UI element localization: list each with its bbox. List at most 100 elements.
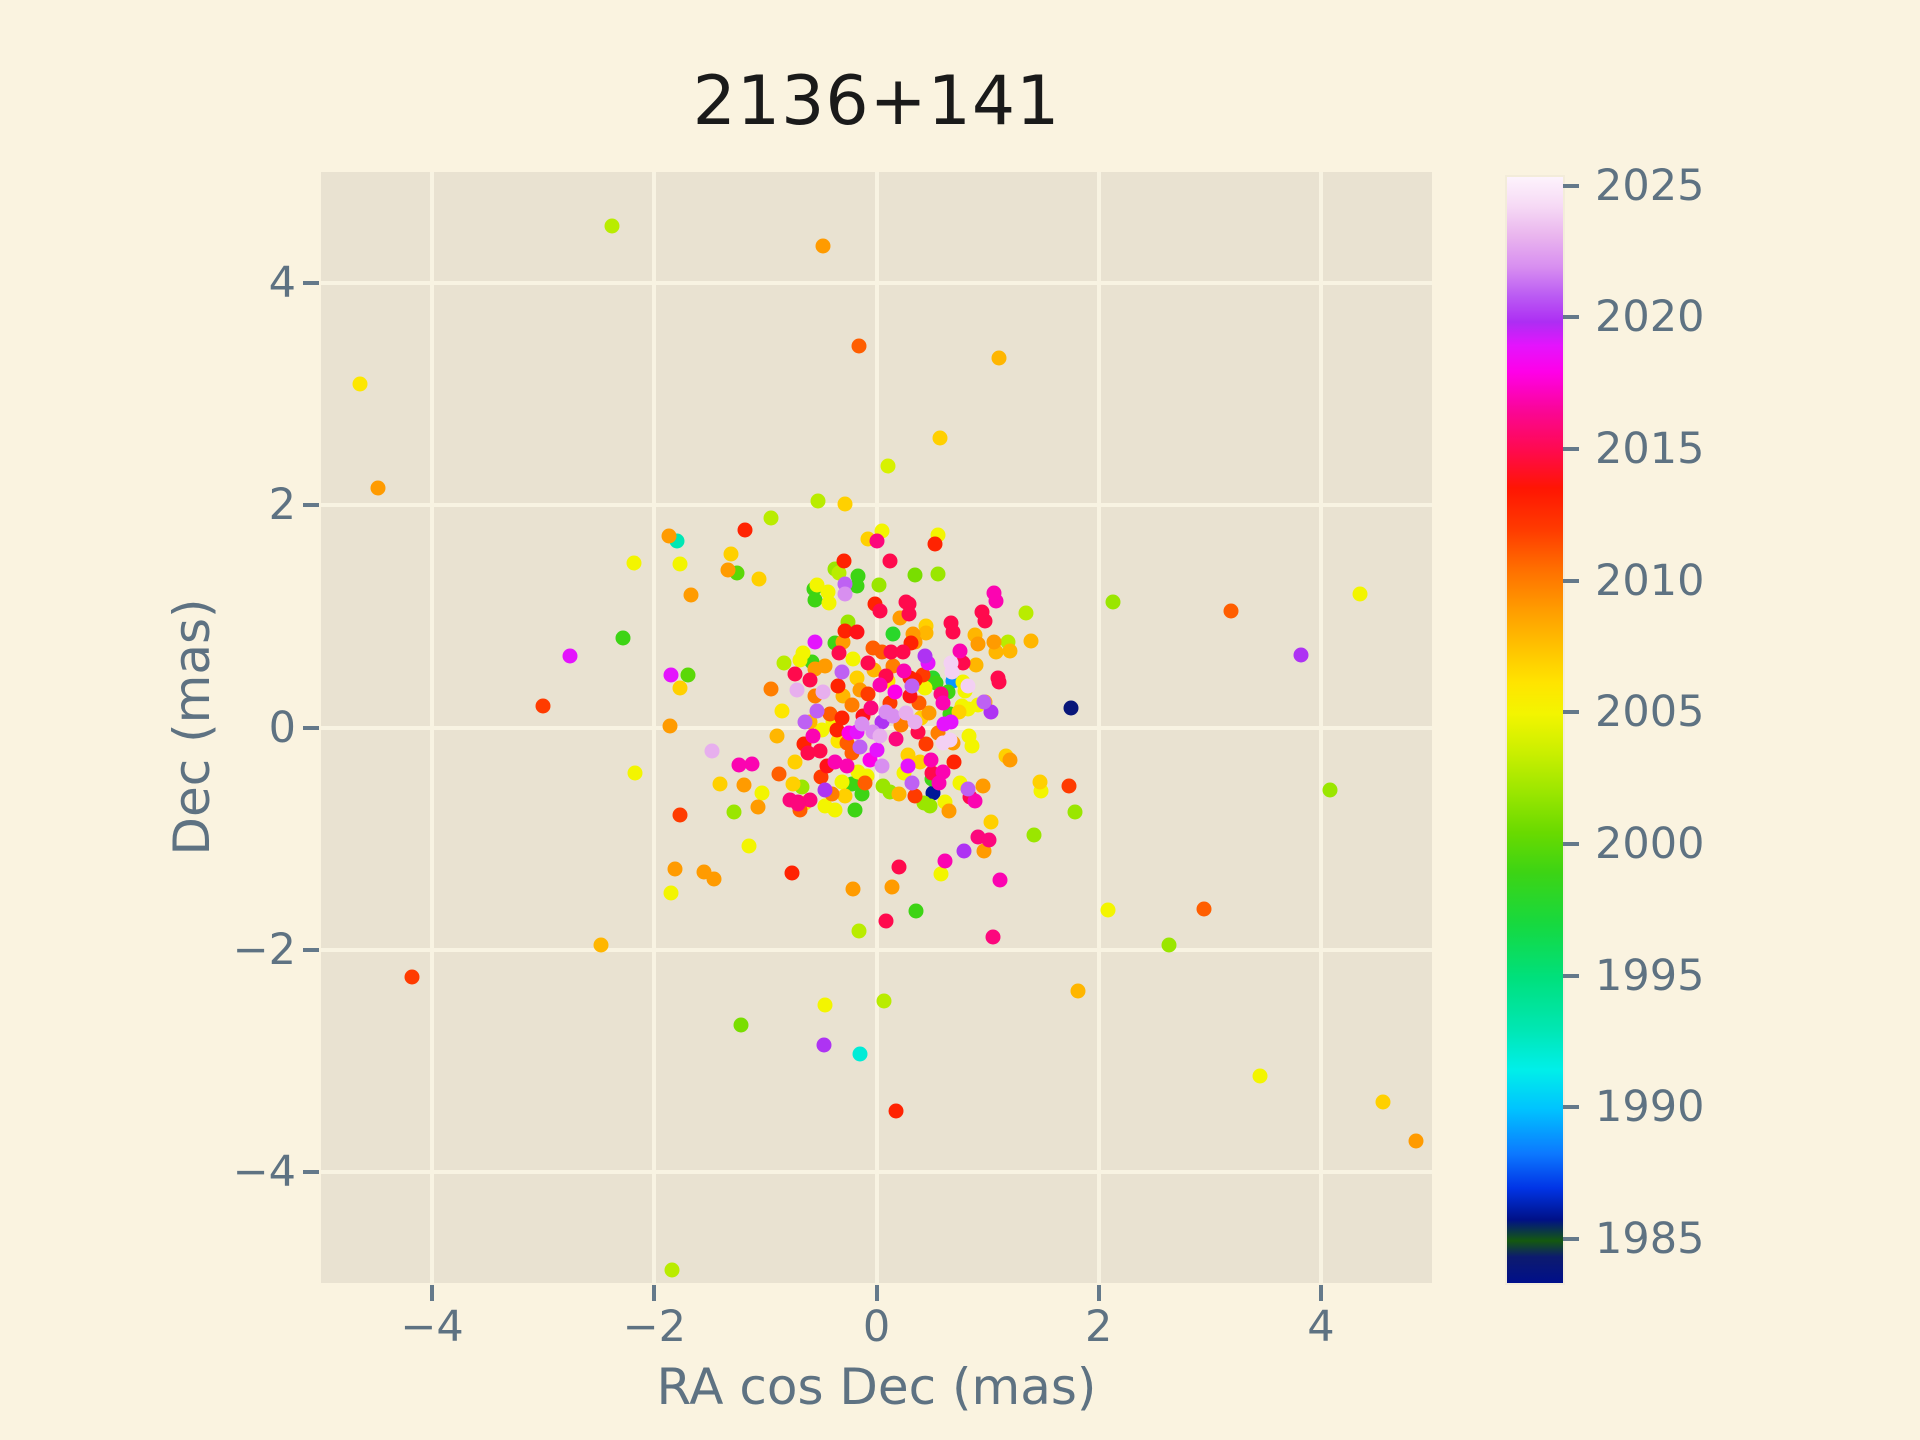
scatter-point	[720, 562, 736, 578]
scatter-point	[941, 803, 957, 819]
scatter-point	[917, 648, 933, 664]
scatter-point	[792, 652, 808, 668]
scatter-point	[885, 708, 901, 724]
y-axis-label: Dec (mas)	[163, 598, 221, 856]
scatter-point	[970, 636, 986, 652]
colorbar-tick	[1563, 710, 1579, 715]
scatter-point	[937, 853, 953, 869]
scatter-point	[943, 714, 959, 730]
scatter-point	[1252, 1068, 1268, 1084]
scatter-point	[802, 672, 818, 688]
scatter-point	[663, 667, 679, 683]
scatter-point	[860, 686, 876, 702]
scatter-point	[816, 1037, 832, 1053]
scatter-point	[985, 929, 1001, 945]
scatter-point	[946, 754, 962, 770]
scatter-point	[404, 969, 420, 985]
scatter-point	[352, 376, 368, 392]
y-tick-label: −2	[232, 924, 296, 975]
scatter-point	[1408, 1133, 1424, 1149]
scatter-point	[943, 615, 959, 631]
scatter-point	[626, 555, 642, 571]
scatter-point	[769, 728, 784, 744]
scatter-point	[370, 480, 386, 496]
scatter-point	[562, 648, 578, 664]
scatter-point	[904, 678, 920, 694]
scatter-point	[918, 625, 934, 641]
scatter-point	[750, 799, 766, 815]
scatter-point	[1002, 752, 1018, 768]
scatter-point	[1161, 937, 1177, 953]
scatter-point	[967, 793, 983, 809]
scatter-point	[872, 728, 888, 744]
scatter-point	[680, 667, 696, 683]
scatter-point	[776, 655, 792, 671]
y-tick	[303, 947, 319, 952]
scatter-point	[922, 798, 938, 814]
y-tick-label: 4	[268, 258, 296, 309]
scatter-point	[672, 807, 688, 823]
scatter-point	[847, 802, 863, 818]
scatter-point	[535, 698, 551, 714]
scatter-point	[933, 866, 949, 882]
scatter-point	[878, 913, 894, 929]
scatter-point	[1032, 774, 1048, 790]
scatter-point	[960, 781, 976, 797]
scatter-point	[774, 703, 790, 719]
scatter-point	[754, 785, 770, 801]
scatter-point	[834, 664, 850, 680]
y-tick	[303, 503, 319, 508]
gridline-horizontal	[321, 281, 1432, 286]
scatter-point	[821, 595, 837, 611]
scatter-point	[1293, 647, 1309, 663]
scatter-point	[787, 666, 803, 682]
scatter-point	[872, 603, 888, 619]
scatter-point	[930, 566, 946, 582]
scatter-point	[876, 993, 892, 1009]
scatter-point	[968, 657, 984, 673]
scatter-point	[815, 238, 831, 254]
scatter-point	[763, 681, 779, 697]
scatter-point	[986, 634, 1002, 650]
scatter-point	[992, 872, 1008, 888]
scatter-point	[927, 536, 943, 552]
scatter-point	[1322, 782, 1338, 798]
scatter-point	[964, 738, 980, 754]
x-tick	[874, 1285, 879, 1301]
colorbar-tick	[1563, 1236, 1579, 1241]
scatter-point	[921, 705, 937, 721]
scatter-point	[1002, 643, 1018, 659]
scatter-point	[837, 788, 853, 804]
colorbar-tick	[1563, 315, 1579, 320]
scatter-point	[898, 594, 914, 610]
scatter-point	[1023, 633, 1039, 649]
scatter-point	[991, 350, 1007, 366]
scatter-point	[809, 703, 824, 719]
x-tick-label: 2	[1085, 1302, 1113, 1352]
scatter-point	[1063, 700, 1079, 715]
scatter-point	[895, 644, 911, 660]
scatter-point	[907, 714, 923, 730]
scatter-point	[904, 775, 920, 791]
scatter-point	[802, 792, 818, 808]
scatter-point	[790, 796, 806, 812]
scatter-point	[829, 722, 844, 738]
scatter-point	[896, 663, 912, 679]
scatter-point	[809, 577, 824, 593]
y-tick	[303, 281, 319, 286]
scatter-point	[667, 861, 683, 877]
scatter-point	[805, 728, 821, 744]
scatter-point	[981, 832, 997, 848]
scatter-point	[986, 585, 1002, 601]
scatter-point	[683, 587, 699, 603]
scatter-point	[771, 766, 787, 782]
scatter-point	[810, 493, 826, 509]
scatter-point	[863, 700, 879, 715]
scatter-point	[672, 556, 688, 572]
scatter-point	[956, 843, 972, 859]
scatter-point	[751, 571, 767, 587]
scatter-point	[943, 655, 959, 671]
scatter-point	[900, 758, 916, 774]
x-tick	[430, 1285, 435, 1301]
scatter-point	[615, 630, 631, 645]
